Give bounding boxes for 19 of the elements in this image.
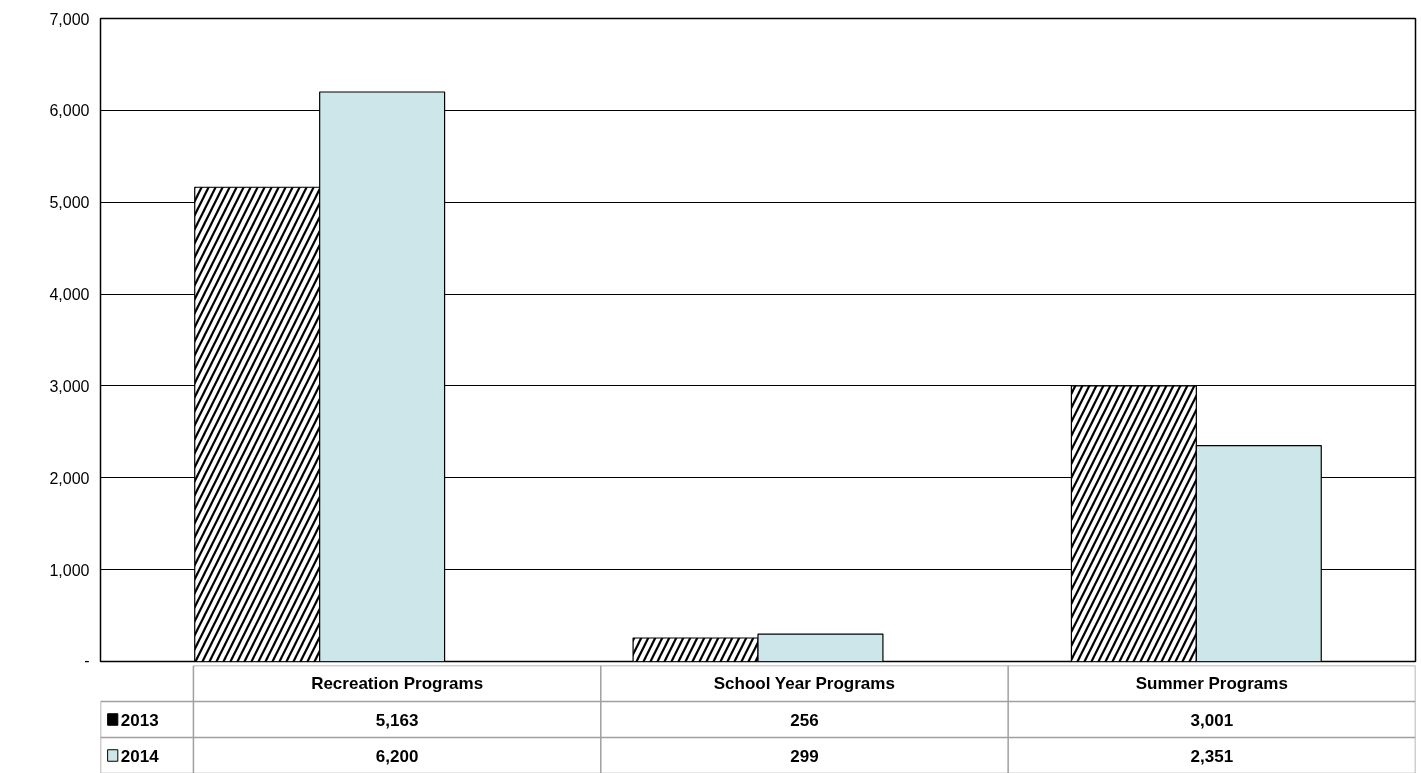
y-tick-label: 2,000 [49,469,90,487]
data-label: 3,001 [1190,710,1234,730]
y-tick-label: 5,000 [49,194,90,212]
data-label: 5,163 [375,710,419,730]
data-label: 299 [790,746,819,766]
y-tick-label: 3,000 [49,377,90,395]
data-label: 6,200 [375,746,419,766]
legend-label: 2014 [120,746,160,766]
x-tick-label: Summer Programs [1135,674,1288,693]
y-tick-label: - [84,651,90,669]
data-label: 2,351 [1190,746,1234,766]
legend-label: 2013 [120,710,159,730]
data-label: 256 [790,710,819,730]
y-tick-label: 1,000 [49,561,90,579]
x-tick-label: School Year Programs [713,674,895,693]
y-tick-label: 7,000 [49,10,90,28]
y-tick-label: 4,000 [49,286,90,304]
y-tick-label: 6,000 [49,102,90,120]
x-tick-label: Recreation Programs [311,674,484,693]
